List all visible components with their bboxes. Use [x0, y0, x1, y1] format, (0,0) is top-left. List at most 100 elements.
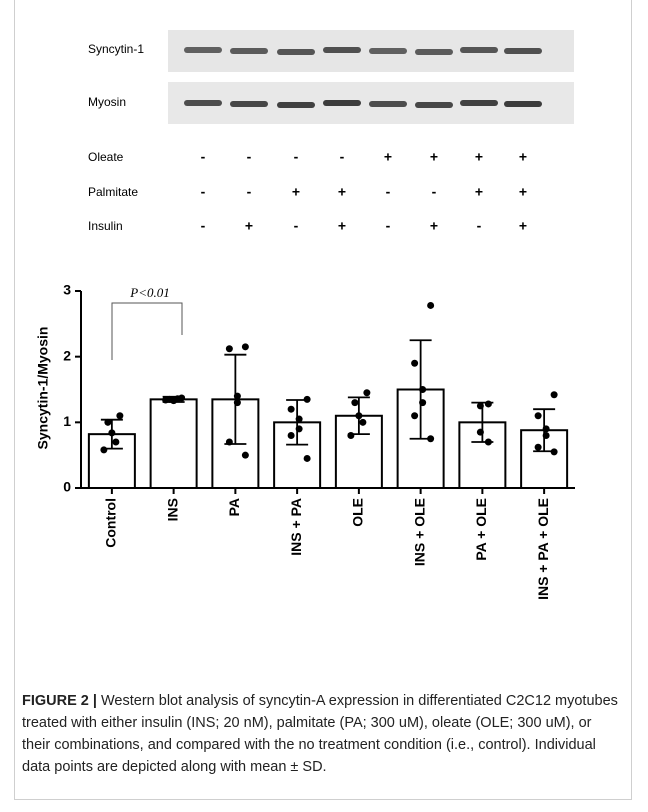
treatment-sign: -: [386, 218, 391, 234]
blot-band: [369, 101, 407, 107]
x-tick-label: INS + PA: [288, 498, 304, 556]
treatment-sign: -: [386, 184, 391, 200]
blot-band: [184, 100, 222, 106]
x-tick-label: OLE: [350, 498, 366, 527]
treatment-sign: +: [519, 184, 527, 200]
y-tick-label: 0: [63, 479, 71, 495]
data-point: [242, 343, 249, 350]
y-tick-label: 1: [63, 413, 71, 429]
treatment-sign: -: [340, 149, 345, 165]
blot-band: [504, 101, 542, 107]
blot-band: [504, 48, 542, 54]
data-point: [427, 302, 434, 309]
data-point: [411, 360, 418, 367]
blot-band: [323, 47, 361, 53]
blot-band: [277, 49, 315, 55]
data-point: [104, 419, 111, 426]
data-point: [419, 399, 426, 406]
blot-band: [323, 100, 361, 106]
caption-text: Western blot analysis of syncytin-A expr…: [22, 693, 618, 775]
data-point: [100, 446, 107, 453]
treatment-sign: +: [292, 184, 300, 200]
data-point: [543, 425, 550, 432]
treatment-sign: +: [519, 149, 527, 165]
data-point: [551, 448, 558, 455]
treatment-sign: -: [294, 218, 299, 234]
treatment-sign: -: [201, 149, 206, 165]
x-tick-label: INS + PA + OLE: [535, 498, 551, 600]
data-point: [477, 402, 484, 409]
blot-band: [230, 48, 268, 54]
data-point: [304, 396, 311, 403]
data-point: [296, 416, 303, 423]
data-point: [234, 393, 241, 400]
data-point: [347, 432, 354, 439]
data-point: [477, 429, 484, 436]
caption: FIGURE 2 | Western blot analysis of sync…: [22, 690, 622, 778]
blot-band: [230, 101, 268, 107]
data-point: [419, 386, 426, 393]
data-point: [485, 439, 492, 446]
x-tick-label: Control: [103, 498, 119, 548]
data-point: [242, 452, 249, 459]
data-point: [535, 412, 542, 419]
annotation: P<0.01: [129, 285, 169, 300]
data-point: [234, 399, 241, 406]
treatment-sign: +: [338, 218, 346, 234]
blot-band: [460, 100, 498, 106]
treatment-label: Palmitate: [88, 185, 138, 199]
data-point: [304, 455, 311, 462]
treatment-sign: +: [430, 149, 438, 165]
x-tick-label: PA: [226, 498, 242, 516]
blot-band: [460, 47, 498, 53]
blot-band: [184, 47, 222, 53]
treatment-sign: -: [247, 149, 252, 165]
treatment-sign: +: [245, 218, 253, 234]
treatment-sign: -: [247, 184, 252, 200]
data-point: [535, 444, 542, 451]
blot-label: Syncytin-1: [88, 42, 144, 56]
treatment-label: Oleate: [88, 150, 124, 164]
significance-bracket: [112, 303, 182, 360]
data-point: [296, 425, 303, 432]
blot-band: [277, 102, 315, 108]
treatment-sign: -: [201, 218, 206, 234]
data-point: [112, 439, 119, 446]
data-point: [363, 389, 370, 396]
data-point: [288, 406, 295, 413]
data-point: [288, 432, 295, 439]
x-tick-label: INS + OLE: [411, 498, 427, 566]
data-point: [355, 412, 362, 419]
y-tick-label: 3: [63, 282, 71, 298]
treatment-sign: -: [432, 184, 437, 200]
treatment-sign: +: [430, 218, 438, 234]
data-point: [108, 429, 115, 436]
data-point: [551, 391, 558, 398]
data-point: [174, 395, 181, 402]
treatment-sign: +: [338, 184, 346, 200]
data-point: [359, 419, 366, 426]
x-tick-label: PA + OLE: [473, 498, 489, 561]
data-point: [226, 439, 233, 446]
treatment-sign: +: [475, 184, 483, 200]
blot-band: [369, 48, 407, 54]
blot-band: [415, 49, 453, 55]
x-tick-label: INS: [164, 498, 180, 521]
data-point: [226, 345, 233, 352]
data-point: [162, 397, 169, 404]
treatment-label: Insulin: [88, 219, 123, 233]
treatment-sign: -: [477, 218, 482, 234]
treatment-sign: +: [519, 218, 527, 234]
y-axis-title: Syncytin-1/Myosin: [35, 327, 51, 450]
data-point: [351, 399, 358, 406]
treatment-sign: +: [475, 149, 483, 165]
bar: [151, 399, 197, 488]
figure: P<0.01 Syncytin-1/Myosin Syncytin-1Myosi…: [0, 0, 648, 680]
data-point: [543, 432, 550, 439]
data-point: [116, 412, 123, 419]
y-tick-label: 2: [63, 347, 71, 363]
treatment-sign: -: [201, 184, 206, 200]
treatment-sign: +: [384, 149, 392, 165]
data-point: [427, 435, 434, 442]
caption-label: FIGURE 2 |: [22, 693, 97, 709]
